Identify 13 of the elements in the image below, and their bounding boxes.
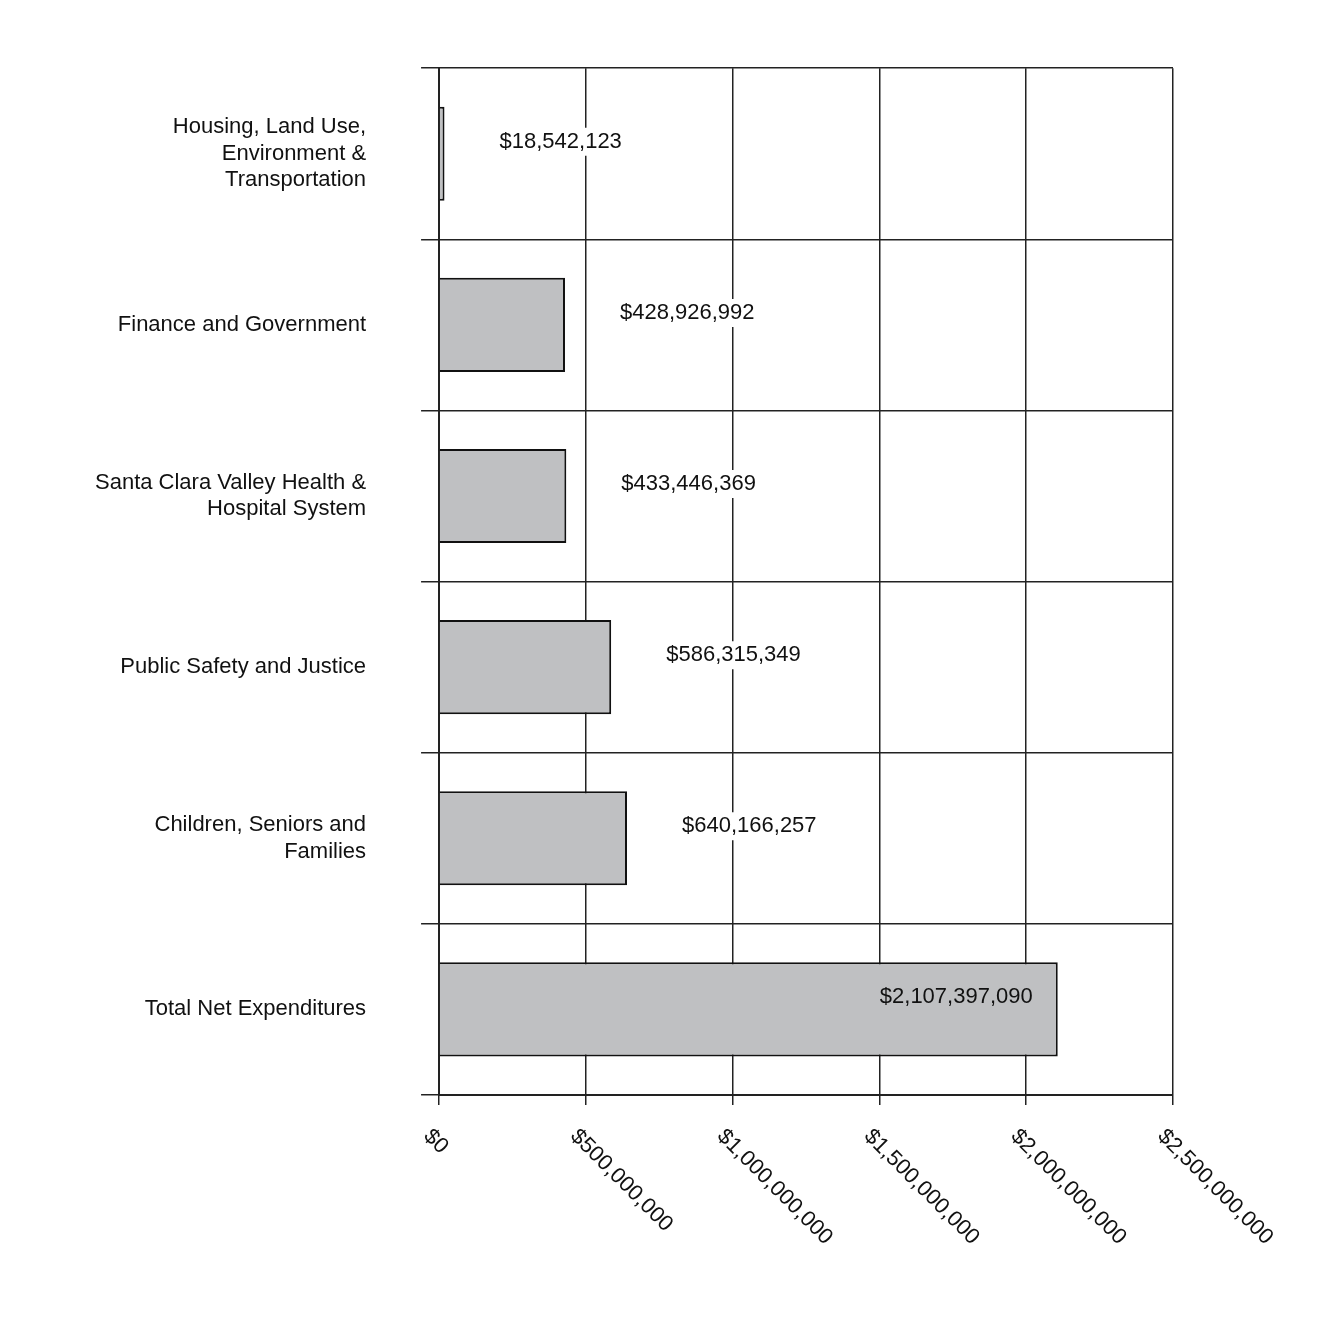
y-tick-label: Finance and Government	[117, 310, 367, 336]
data-label: $586,315,349	[666, 641, 801, 667]
data-label: $428,926,992	[619, 298, 755, 324]
y-tick-label: Children, Seniors and Families	[154, 811, 367, 863]
y-tick-label: Public Safety and Justice	[120, 653, 367, 679]
y-tick-label: Total Net Expenditures	[144, 995, 367, 1021]
x-tick-label: $0	[419, 1123, 455, 1159]
data-label: $640,166,257	[682, 812, 817, 838]
data-label: $433,446,369	[621, 470, 756, 496]
y-tick-label: Santa Clara Valley Health & Hospital System	[94, 468, 367, 521]
y-tick-label: Housing, Land Use, Environment & Transportation	[172, 113, 367, 192]
data-label: $2,107,397,090	[879, 983, 1033, 1009]
data-label: $18,542,123	[499, 127, 622, 153]
